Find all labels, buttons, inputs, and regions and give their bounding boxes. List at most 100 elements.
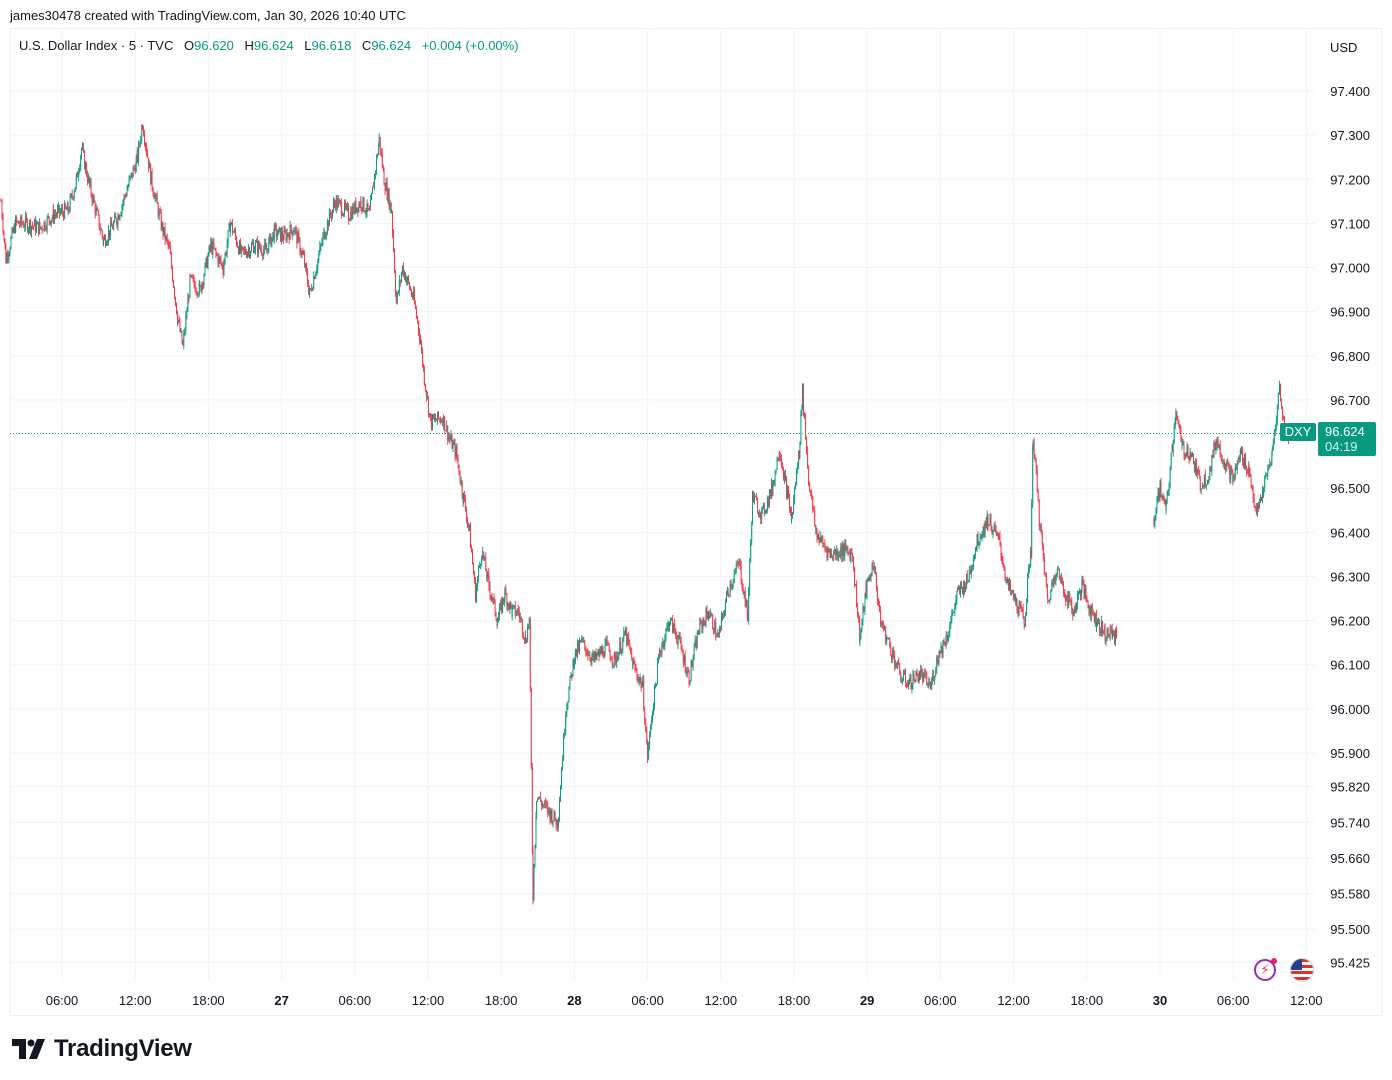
candle-body (283, 230, 285, 241)
candle-body (973, 554, 975, 559)
candle-body (40, 226, 42, 228)
candle-body (147, 153, 149, 158)
candle-body (197, 294, 199, 295)
candle-body (481, 557, 483, 564)
candle-body (20, 216, 22, 225)
candle-body (58, 205, 59, 209)
candle-body (945, 635, 947, 646)
time-tick-label: 06:00 (631, 993, 664, 1008)
candle-body (1235, 467, 1237, 471)
candle-body (818, 535, 820, 543)
candle-body (398, 280, 400, 293)
candle-body (217, 255, 219, 264)
candle-body (825, 547, 827, 550)
candle-body (458, 464, 460, 475)
candle-body (461, 481, 463, 496)
candle-body (488, 578, 490, 586)
candle-body (1081, 580, 1083, 590)
price-tick-label: 97.200 (1330, 172, 1370, 187)
candle-body (597, 650, 599, 655)
candle-body (758, 513, 760, 515)
candle-body (962, 587, 964, 594)
candle-body (648, 746, 650, 759)
candle-body (2, 217, 4, 232)
candle-body (71, 194, 73, 197)
candle-body (390, 202, 392, 213)
candle-body (729, 583, 731, 595)
candle-body (143, 128, 144, 136)
candle-body (334, 202, 335, 204)
candle-body (642, 679, 644, 686)
price-tick-label: 97.400 (1330, 84, 1370, 99)
candle-body (444, 416, 446, 431)
candle-body (41, 226, 43, 230)
candle-body (1035, 460, 1037, 470)
candle-body (687, 670, 689, 672)
candle-body (776, 457, 778, 470)
candle-body (691, 660, 693, 667)
candle-body (1086, 596, 1088, 601)
candle-body (448, 436, 450, 440)
candle-body (767, 498, 769, 505)
candle-body (141, 126, 143, 141)
candle-body (79, 167, 81, 173)
candle-body (509, 602, 511, 610)
candle-body (765, 509, 767, 512)
candle-body (199, 282, 201, 286)
candle-body (274, 224, 276, 227)
candle-body (1053, 576, 1055, 586)
candle-body (535, 816, 537, 845)
candle-body (269, 234, 271, 240)
candle-body (567, 701, 569, 708)
candle-body (412, 290, 414, 298)
candle-body (568, 688, 570, 702)
candle-body (114, 215, 116, 223)
tradingview-brand[interactable]: TradingView (12, 1034, 192, 1064)
candle-body (700, 620, 702, 622)
brand-name: TradingView (54, 1035, 192, 1062)
candle-body (636, 670, 638, 677)
candle-body (267, 248, 269, 253)
candle-body (608, 644, 610, 652)
candle-body (466, 520, 468, 523)
candle-body (790, 510, 791, 512)
candle-body (788, 489, 789, 497)
candle-body (1114, 635, 1115, 643)
candle-body (133, 167, 135, 168)
candle-body (545, 801, 547, 804)
candle-body (268, 239, 270, 253)
candle-body (1275, 420, 1277, 428)
candle-body (417, 321, 419, 332)
close-label: C (361, 38, 372, 53)
candle-body (146, 146, 148, 154)
candle-body (1024, 624, 1026, 626)
currency-label[interactable]: USD (1330, 40, 1358, 55)
candle-body (1160, 481, 1162, 497)
candle-body (37, 221, 39, 225)
candle-body (15, 217, 17, 233)
candle-body (819, 540, 821, 543)
candle-body (584, 640, 586, 647)
candle-body (1072, 609, 1074, 616)
candle-body (937, 657, 939, 661)
candle-body (792, 512, 794, 516)
candle-body (452, 443, 454, 449)
candle-body (385, 182, 387, 191)
candle-body (1217, 440, 1219, 448)
candle-body (760, 513, 762, 520)
candle-body (977, 534, 979, 546)
candle-body (464, 498, 466, 511)
candle-body (307, 272, 309, 285)
candle-body (295, 228, 297, 230)
us-flag-icon[interactable] (1290, 958, 1314, 982)
symbol-title[interactable]: U.S. Dollar Index · 5 · TVC (19, 38, 174, 53)
price-tick-label: 96.200 (1330, 614, 1370, 629)
candle-body (858, 615, 860, 620)
lightning-alert-icon[interactable]: ⚡ (1254, 958, 1277, 981)
candle-body (638, 679, 640, 682)
candle-body (979, 538, 981, 544)
candle-body (389, 202, 391, 209)
candle-body (696, 632, 698, 649)
candle-body (688, 671, 690, 685)
